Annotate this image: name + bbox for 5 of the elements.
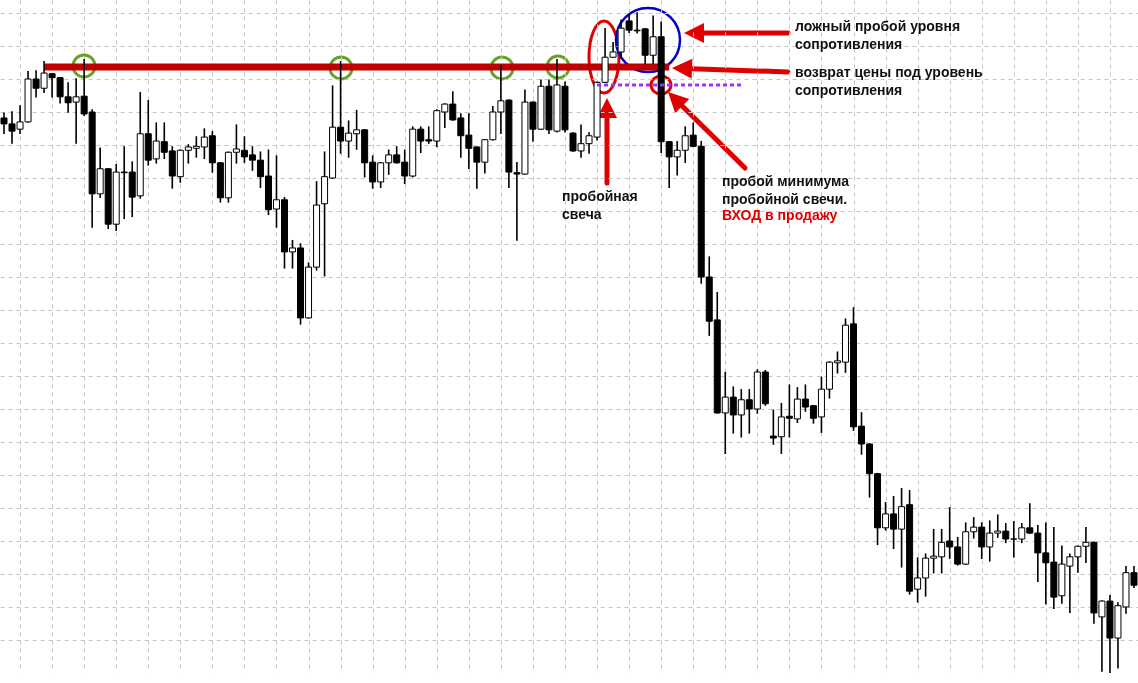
annotation: пробой минимума пробойной свечи. <box>722 172 850 208</box>
annotation: пробойная свеча <box>562 187 639 223</box>
annotation: ложный пробой уровня сопротивления <box>795 17 962 53</box>
annotation: возврат цены под уровень сопротивления <box>795 63 984 99</box>
annotation: ВХОД в продажу <box>722 207 839 224</box>
